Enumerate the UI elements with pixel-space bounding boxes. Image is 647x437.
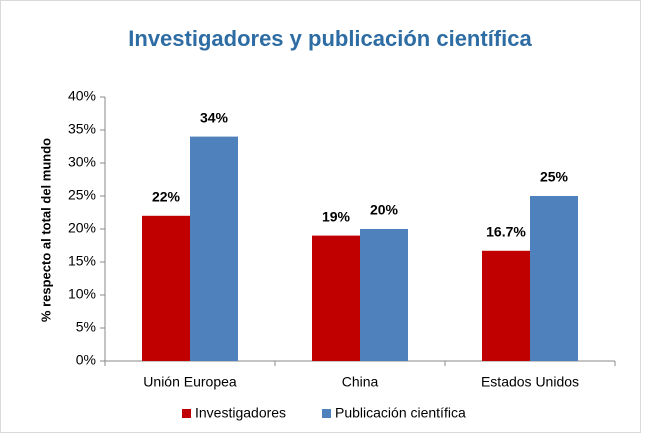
x-tick-label: Estados Unidos bbox=[481, 374, 579, 390]
value-label: 25% bbox=[540, 169, 569, 185]
bar bbox=[142, 215, 190, 361]
x-tick-label: Unión Europea bbox=[143, 374, 237, 390]
bar bbox=[530, 196, 578, 361]
value-label: 19% bbox=[322, 208, 351, 224]
y-tick-label: 10% bbox=[68, 286, 96, 302]
y-tick-label: 0% bbox=[76, 352, 96, 368]
value-label: 20% bbox=[370, 202, 399, 218]
y-tick-label: 20% bbox=[68, 220, 96, 236]
value-label: 22% bbox=[152, 189, 181, 205]
y-tick-label: 35% bbox=[68, 121, 96, 137]
bar bbox=[482, 250, 530, 361]
y-axis-label: % respecto al total del mundo bbox=[38, 138, 53, 322]
bar bbox=[190, 136, 238, 361]
value-label: 16.7% bbox=[486, 223, 526, 239]
legend-label: Investigadores bbox=[195, 405, 286, 421]
y-tick-label: 15% bbox=[68, 253, 96, 269]
bar bbox=[360, 229, 408, 361]
legend-swatch bbox=[322, 409, 331, 418]
y-tick-label: 5% bbox=[76, 319, 96, 335]
x-tick-label: China bbox=[342, 374, 379, 390]
chart-title: Investigadores y publicación científica bbox=[128, 26, 532, 51]
legend-swatch bbox=[182, 409, 191, 418]
y-tick-label: 40% bbox=[68, 88, 96, 104]
value-label: 34% bbox=[200, 109, 229, 125]
bar bbox=[312, 235, 360, 361]
legend-label: Publicación científica bbox=[335, 405, 466, 421]
y-tick-label: 30% bbox=[68, 154, 96, 170]
y-tick-label: 25% bbox=[68, 187, 96, 203]
